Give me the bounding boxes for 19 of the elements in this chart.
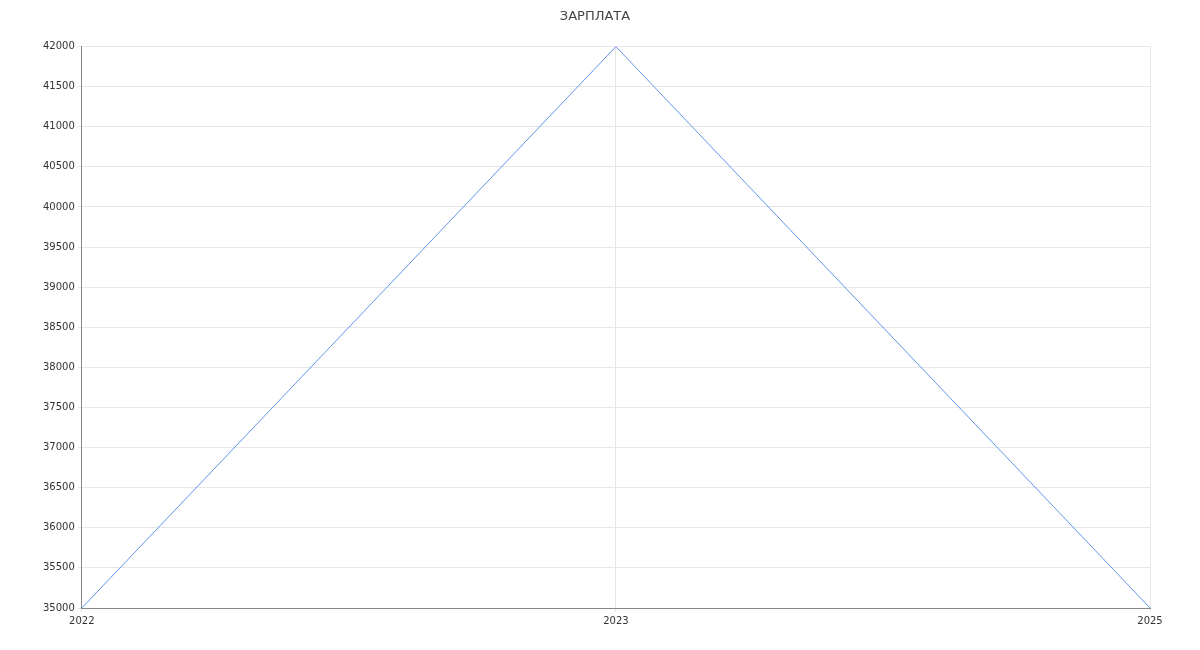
y-tick-label: 37000	[43, 441, 75, 453]
y-tick-label: 37500	[43, 401, 75, 413]
x-tick-label: 2023	[603, 614, 629, 626]
y-tick-label: 35000	[43, 601, 75, 613]
y-tick-label: 36000	[43, 521, 75, 533]
y-tick-label: 35500	[43, 561, 75, 573]
y-tick-label: 41000	[43, 120, 75, 132]
y-tick-label: 39000	[43, 280, 75, 292]
y-tick-label: 38000	[43, 360, 75, 372]
x-tick-label: 2022	[69, 614, 95, 626]
chart-title: ЗАРПЛАТА	[559, 8, 631, 24]
y-tick-label: 40000	[43, 200, 75, 212]
y-tick-label: 36500	[43, 481, 75, 493]
x-tick-label: 2025	[1137, 614, 1163, 626]
y-tick-label: 41500	[43, 80, 75, 92]
y-tick-label: 39500	[43, 240, 75, 252]
y-tick-label: 40500	[43, 160, 75, 172]
y-tick-label: 38500	[43, 320, 75, 332]
y-tick-label: 42000	[43, 40, 75, 52]
